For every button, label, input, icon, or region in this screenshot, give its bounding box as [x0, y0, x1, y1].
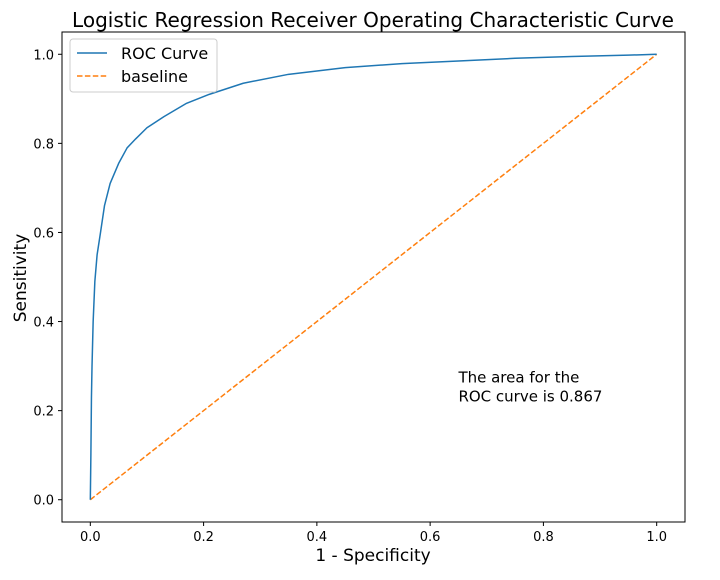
chart-title: Logistic Regression Receiver Operating C… — [72, 8, 674, 32]
x-tick-label: 0.4 — [307, 530, 328, 545]
x-tick-label: 0.6 — [420, 530, 441, 545]
x-tick-label: 0.0 — [80, 530, 101, 545]
x-tick-label: 0.8 — [533, 530, 554, 545]
x-tick-label: 0.2 — [193, 530, 214, 545]
plot-frame — [61, 31, 686, 523]
y-axis-label: Sensitivity — [11, 234, 31, 323]
legend: ROC Curve baseline — [69, 38, 218, 93]
x-tick-label: 1.0 — [646, 530, 667, 545]
y-tick-label: 0.6 — [33, 226, 54, 241]
annotation-text: ROC curve is 0.867 — [458, 388, 602, 406]
y-tick-label: 0.4 — [33, 316, 54, 331]
y-tick-label: 0.8 — [33, 137, 54, 152]
annotation-text: The area for the — [457, 369, 579, 387]
y-tick-label: 0.0 — [33, 494, 54, 509]
y-tick-label: 1.0 — [33, 48, 54, 63]
plot-area: 0.0 0.2 0.4 0.6 0.8 1.0 0.0 0.2 0.4 0.6 0.8 1.0 ROC … — [33, 31, 686, 545]
y-tick-label: 0.2 — [33, 405, 54, 420]
series-line-roc-curve — [89, 53, 657, 500]
legend-label: baseline — [121, 67, 188, 86]
series-line-baseline — [89, 53, 658, 501]
legend-label: ROC Curve — [121, 44, 208, 63]
x-axis-label: 1 - Specificity — [315, 546, 430, 566]
